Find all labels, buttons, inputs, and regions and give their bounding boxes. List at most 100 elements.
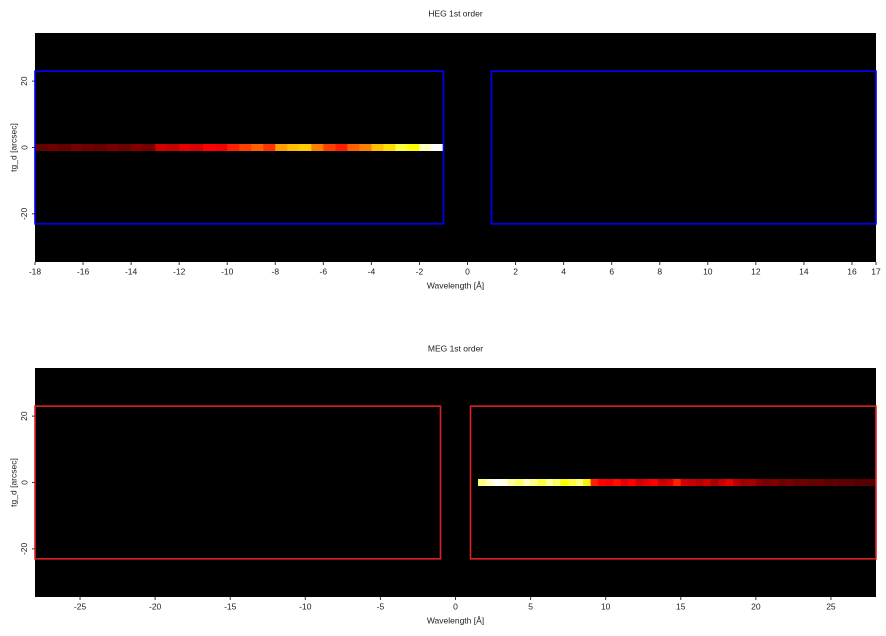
x-tick-label: 16 — [847, 266, 857, 276]
y-tick-label: 20 — [19, 411, 29, 421]
streak-bin — [508, 479, 516, 486]
x-tick-label: -20 — [149, 601, 162, 611]
streak-bin — [740, 479, 749, 486]
x-tick-label: 4 — [561, 266, 566, 276]
streak-bin — [71, 144, 84, 151]
streak-bin — [613, 479, 621, 486]
streak-bin — [478, 479, 486, 486]
x-tick-label: 5 — [528, 601, 533, 611]
x-tick-label: -14 — [125, 266, 138, 276]
streak-bin — [748, 479, 757, 486]
streak-bin — [419, 144, 432, 151]
streak-bin — [553, 479, 561, 486]
streak-bin — [143, 144, 156, 151]
y-axis-label: tg_d [arcsec] — [8, 458, 18, 507]
streak-bin — [733, 479, 742, 486]
streak-bin — [155, 144, 168, 151]
y-tick-label: -20 — [19, 207, 29, 220]
x-tick-label: -6 — [320, 266, 328, 276]
streak-bin — [860, 479, 869, 486]
streak-bin — [680, 479, 689, 486]
streak-bin — [47, 144, 60, 151]
streak-bin — [215, 144, 228, 151]
streak-bin — [583, 479, 591, 486]
x-tick-label: -18 — [29, 266, 42, 276]
streak-bin — [778, 479, 787, 486]
streak-bin — [35, 144, 48, 151]
streak-bin — [359, 144, 372, 151]
x-tick-label: 8 — [657, 266, 662, 276]
x-axis-label: Wavelength [Å] — [427, 280, 484, 290]
y-tick-label: 0 — [19, 480, 29, 485]
streak-bin — [59, 144, 72, 151]
streak-bin — [628, 479, 637, 486]
x-tick-label: 10 — [703, 266, 713, 276]
streak-bin — [107, 144, 120, 151]
x-tick-label: -10 — [221, 266, 234, 276]
y-tick-label: -20 — [19, 542, 29, 555]
x-tick-label: -12 — [173, 266, 186, 276]
streak-bin — [167, 144, 180, 151]
streak-bin — [763, 479, 772, 486]
x-tick-label: 0 — [465, 266, 470, 276]
streak-bin — [287, 144, 300, 151]
streak-bin — [853, 479, 862, 486]
streak-bin — [407, 144, 420, 151]
chart-title: HEG 1st order — [428, 8, 482, 18]
streak-bin — [785, 479, 794, 486]
streak-bin — [710, 479, 719, 486]
streak-bin — [239, 144, 252, 151]
y-axis-label: tg_d [arcsec] — [8, 123, 18, 172]
streak-bin — [371, 144, 384, 151]
region-box — [469, 405, 877, 560]
y-tick-label: 20 — [19, 76, 29, 86]
streak-bin — [523, 479, 531, 486]
streak-bin — [823, 479, 832, 486]
x-tick-label: -5 — [377, 601, 385, 611]
y-tick-label: 0 — [19, 145, 29, 150]
streak-bin — [500, 479, 509, 486]
streak-bin — [838, 479, 847, 486]
streak-bin — [395, 144, 408, 151]
streak-bin — [598, 479, 606, 486]
streak-bin — [131, 144, 144, 151]
streak-bin — [545, 479, 554, 486]
streak-bin — [650, 479, 659, 486]
streak-bin — [560, 479, 569, 486]
x-tick-label: -2 — [416, 266, 424, 276]
x-tick-label: -10 — [299, 601, 312, 611]
x-tick-label: 15 — [676, 601, 686, 611]
streak-bin — [538, 479, 546, 486]
x-tick-label: -8 — [272, 266, 280, 276]
streak-bin — [845, 479, 854, 486]
streak-bin — [323, 144, 336, 151]
streak-bin — [808, 479, 817, 486]
streak-bin — [203, 144, 216, 151]
x-tick-label: 0 — [453, 601, 458, 611]
streak-bin — [703, 479, 712, 486]
x-axis-label: Wavelength [Å] — [427, 615, 484, 625]
streak-bin — [299, 144, 312, 151]
streak-bin — [695, 479, 704, 486]
streak-bin — [191, 144, 204, 151]
x-tick-label: -16 — [77, 266, 90, 276]
x-tick-label: -4 — [368, 266, 376, 276]
x-tick-label: 14 — [799, 266, 809, 276]
streak-bin — [793, 479, 802, 486]
streak-bin — [311, 144, 324, 151]
streak-bin — [658, 479, 667, 486]
streak-bin — [800, 479, 809, 486]
streak-bin — [635, 479, 644, 486]
streak-bin — [119, 144, 132, 151]
streak-bin — [347, 144, 360, 151]
x-tick-label: 17 — [871, 266, 881, 276]
x-tick-label: 2 — [513, 266, 518, 276]
streak-bin — [530, 479, 539, 486]
streak-bin — [643, 479, 652, 486]
streak-bin — [590, 479, 599, 486]
streak-bin — [263, 144, 276, 151]
x-tick-label: -25 — [74, 601, 87, 611]
streak-bin — [275, 144, 288, 151]
streak-bin — [485, 479, 494, 486]
streak-bin — [815, 479, 824, 486]
